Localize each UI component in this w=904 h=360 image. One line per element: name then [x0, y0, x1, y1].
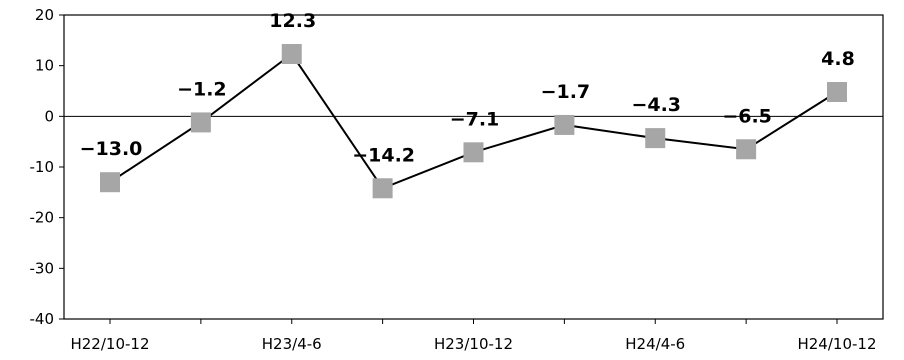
x-tick-label: H24/4-6	[625, 335, 685, 353]
y-tick-label: -10	[30, 158, 55, 176]
x-axis: H22/10-12 H23/4-6 H23/10-12 H24/4-6 H24/10-1…	[70, 319, 877, 353]
data-point-marker	[645, 128, 666, 149]
data-label: −6.5	[722, 105, 772, 127]
x-tick-label: H22/10-12	[70, 335, 149, 353]
data-point-marker	[736, 139, 757, 160]
y-tick-label: -30	[30, 259, 55, 277]
data-label: 4.8	[821, 48, 855, 70]
data-point-marker	[100, 172, 120, 193]
data-label: −1.7	[541, 81, 591, 103]
y-tick-label: 0	[44, 107, 54, 125]
x-tick-label: H24/10-12	[797, 335, 876, 353]
x-tick-label: H23/10-12	[434, 335, 513, 353]
data-point-marker	[281, 44, 302, 65]
data-label: −1.2	[177, 78, 227, 100]
data-labels: −13.0 −1.2 12.3 −14.2 −7.1 −1.7 −4.3 −6.5 4.8	[80, 10, 855, 166]
y-axis: 20 10 0 -10 -20 -30 -40	[30, 6, 64, 328]
y-tick-label: 10	[35, 57, 54, 75]
data-point-marker	[463, 142, 484, 163]
data-label: 12.3	[269, 10, 316, 32]
y-tick-label: 20	[35, 6, 54, 24]
data-label: −13.0	[80, 138, 143, 160]
markers	[100, 44, 847, 199]
data-label: −7.1	[450, 108, 500, 130]
data-point-marker	[554, 114, 575, 135]
data-label: −4.3	[631, 94, 681, 116]
y-tick-label: -40	[30, 310, 55, 328]
y-tick-label: -20	[30, 209, 55, 227]
data-point-marker	[372, 178, 393, 199]
data-label: −14.2	[352, 144, 415, 166]
data-point-marker	[827, 82, 847, 103]
x-tick-label: H23/4-6	[262, 335, 322, 353]
data-point-marker	[190, 112, 211, 133]
plot-frame	[63, 14, 884, 320]
